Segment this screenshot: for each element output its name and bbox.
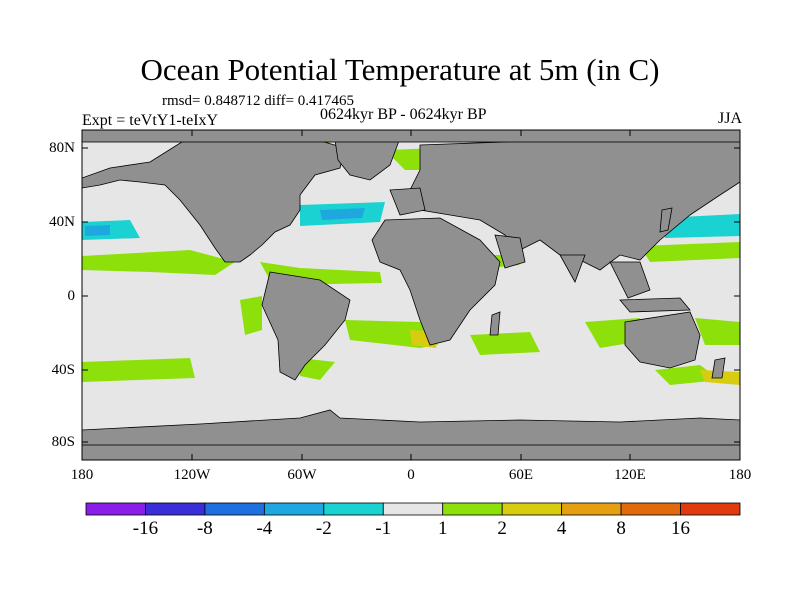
x-tick-label-0: 0 (407, 467, 415, 483)
x-tick-label-120w: 120W (173, 467, 211, 483)
colorbar-swatch (323, 502, 384, 516)
land-europe-peninsula (389, 187, 426, 216)
colorbar-label: -4 (256, 518, 273, 539)
colorbar-swatch (561, 502, 622, 516)
period-label: 0624kyr BP - 0624kyr BP (320, 106, 487, 123)
season-label: JJA (717, 110, 742, 127)
warm-patch-south-pacific (240, 296, 262, 335)
land-indonesia (619, 297, 691, 313)
chart-title: Ocean Potential Temperature at 5m (in C) (140, 52, 660, 87)
colorbar-swatch (263, 502, 325, 516)
land-africa (371, 217, 501, 346)
cool-mid-patch-pacific (85, 225, 110, 236)
warm-patch-south-america-coast (300, 358, 335, 380)
y-tick-label-80s: 80S (51, 434, 75, 450)
colorbar (85, 502, 741, 516)
land-india (559, 254, 586, 283)
land-australia (624, 311, 701, 369)
experiment-label: Expt = teVtY1-teIxY (82, 112, 219, 129)
x-tick-label-60e: 60E (508, 467, 534, 483)
colorbar-label: -2 (315, 518, 332, 539)
y-tick-label-40n: 40N (49, 214, 75, 230)
colorbar-swatch (204, 502, 265, 516)
warm-patch-tasman (695, 318, 740, 345)
x-tick-label-60w: 60W (287, 467, 317, 483)
colorbar-swatch (145, 502, 206, 516)
warm-patch-north-pacific (82, 250, 235, 275)
land-madagascar (489, 311, 501, 336)
axis-ticks (82, 130, 740, 460)
y-tick-label-0: 0 (67, 288, 76, 304)
colorbar-swatch (501, 502, 563, 516)
x-tick-label-180w: 180 (70, 467, 94, 483)
colorbar-label: 1 (437, 518, 448, 539)
map-plot (82, 130, 740, 460)
y-tick-label-40s: 40S (51, 362, 75, 378)
x-tick-label-120e: 120E (614, 467, 646, 483)
warm-patch-australia-south (655, 365, 720, 385)
land-north-america (82, 134, 346, 263)
colorbar-label: -8 (196, 518, 213, 539)
colorbar-swatch (442, 502, 503, 516)
colorbar-swatch (85, 502, 146, 516)
colorbar-label: 8 (616, 518, 626, 539)
cool-mid-patch-atlantic (320, 208, 365, 220)
x-tick-label-180e: 180 (728, 467, 752, 483)
land-arabia (494, 234, 526, 269)
land-japan (659, 207, 673, 233)
land-south-america (261, 271, 351, 381)
colorbar-label: 4 (556, 518, 567, 539)
colorbar-label: 2 (497, 518, 507, 539)
stats-text: rmsd= 0.848712 diff= 0.417465 (162, 93, 355, 109)
y-tick-label-80n: 80N (49, 140, 75, 156)
colorbar-swatch (620, 502, 681, 516)
warm-patch-southern-ocean-west (82, 358, 195, 382)
land-eurasia (409, 137, 740, 271)
warm-patch-southern-indian (470, 332, 540, 355)
colorbar-label: -16 (132, 518, 159, 539)
colorbar-swatch (382, 502, 444, 516)
colorbar-swatch (680, 502, 741, 516)
land-southeast-asia (609, 261, 651, 299)
land-new-zealand (711, 357, 726, 379)
colorbar-label: -1 (375, 518, 392, 539)
warm-patch-north-pacific-east (640, 242, 740, 262)
colorbar-label: 16 (671, 518, 691, 539)
